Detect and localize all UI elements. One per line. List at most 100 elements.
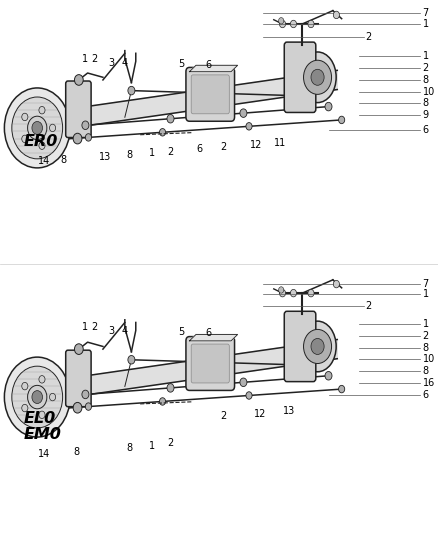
Circle shape [279,287,284,293]
Circle shape [73,402,82,413]
Circle shape [39,107,45,114]
Text: 2: 2 [366,302,372,311]
Circle shape [311,338,324,354]
Text: 7: 7 [423,9,429,18]
Text: 8: 8 [423,75,429,85]
Circle shape [301,361,308,369]
Circle shape [246,392,252,399]
Circle shape [339,385,345,393]
Circle shape [30,407,36,414]
Circle shape [128,356,135,364]
Ellipse shape [8,106,75,139]
Text: 3: 3 [109,58,115,68]
Text: 3: 3 [109,326,115,336]
Circle shape [32,391,42,403]
Text: 14: 14 [38,156,50,166]
Text: 8: 8 [423,99,429,108]
Text: 2: 2 [366,33,372,42]
Circle shape [49,393,56,401]
Ellipse shape [299,321,336,372]
Ellipse shape [8,375,75,408]
Ellipse shape [299,52,336,102]
Circle shape [4,88,70,168]
FancyBboxPatch shape [186,68,234,122]
Text: 13: 13 [283,406,295,416]
Circle shape [12,366,63,428]
Circle shape [240,378,247,386]
FancyBboxPatch shape [191,344,230,383]
Text: 4: 4 [122,58,128,68]
FancyBboxPatch shape [284,311,316,382]
Circle shape [290,289,297,297]
Text: 7: 7 [423,279,429,288]
Circle shape [279,289,286,297]
Polygon shape [189,66,237,72]
Circle shape [12,97,63,159]
Circle shape [22,405,28,412]
FancyBboxPatch shape [284,42,316,112]
Circle shape [167,384,174,392]
Circle shape [128,86,135,95]
Text: 2: 2 [423,331,429,341]
Circle shape [304,60,332,94]
Circle shape [28,385,47,409]
Circle shape [325,372,332,380]
Text: 1: 1 [423,19,429,29]
FancyBboxPatch shape [191,75,230,114]
Text: 1: 1 [149,148,155,158]
Text: 12: 12 [250,140,262,150]
Text: 2: 2 [168,438,174,448]
Polygon shape [189,335,237,341]
Circle shape [82,390,89,399]
Circle shape [304,329,332,364]
Text: 16: 16 [423,378,435,387]
Circle shape [82,121,89,130]
Text: EM0: EM0 [24,427,62,442]
Circle shape [39,142,45,149]
Text: 13: 13 [99,152,111,163]
Text: 6: 6 [205,328,211,338]
Text: 8: 8 [423,343,429,352]
Text: 2: 2 [220,411,226,422]
Text: 1: 1 [82,54,88,64]
Circle shape [32,122,42,134]
Text: 2: 2 [91,54,97,64]
Text: 9: 9 [423,110,429,120]
Text: 8: 8 [74,447,80,457]
Polygon shape [79,340,337,396]
Text: 8: 8 [60,155,67,165]
Circle shape [4,357,70,437]
Circle shape [22,135,28,143]
Circle shape [74,75,83,85]
Circle shape [279,20,286,28]
Text: 1: 1 [82,321,88,332]
Text: 1: 1 [423,51,429,61]
Text: 6: 6 [423,391,429,400]
Circle shape [240,109,247,117]
Circle shape [308,20,314,28]
Circle shape [159,398,166,405]
FancyBboxPatch shape [186,337,234,390]
Circle shape [22,382,28,390]
Circle shape [28,116,47,140]
Circle shape [246,123,252,130]
Text: 2: 2 [91,321,97,332]
Circle shape [308,289,314,297]
Circle shape [49,124,56,132]
Text: 6: 6 [423,125,429,134]
Text: ER0: ER0 [24,134,58,149]
Text: 1: 1 [149,441,155,451]
Circle shape [167,115,174,123]
Text: 10: 10 [423,354,435,364]
Circle shape [301,92,308,100]
Circle shape [339,116,345,124]
Text: 14: 14 [38,449,50,459]
Text: 2: 2 [423,63,429,73]
Text: EL0: EL0 [24,411,57,426]
Text: 10: 10 [423,87,435,96]
Text: 11: 11 [274,138,286,148]
Text: 8: 8 [423,366,429,376]
Circle shape [85,403,92,410]
Circle shape [85,134,92,141]
Circle shape [290,20,297,28]
